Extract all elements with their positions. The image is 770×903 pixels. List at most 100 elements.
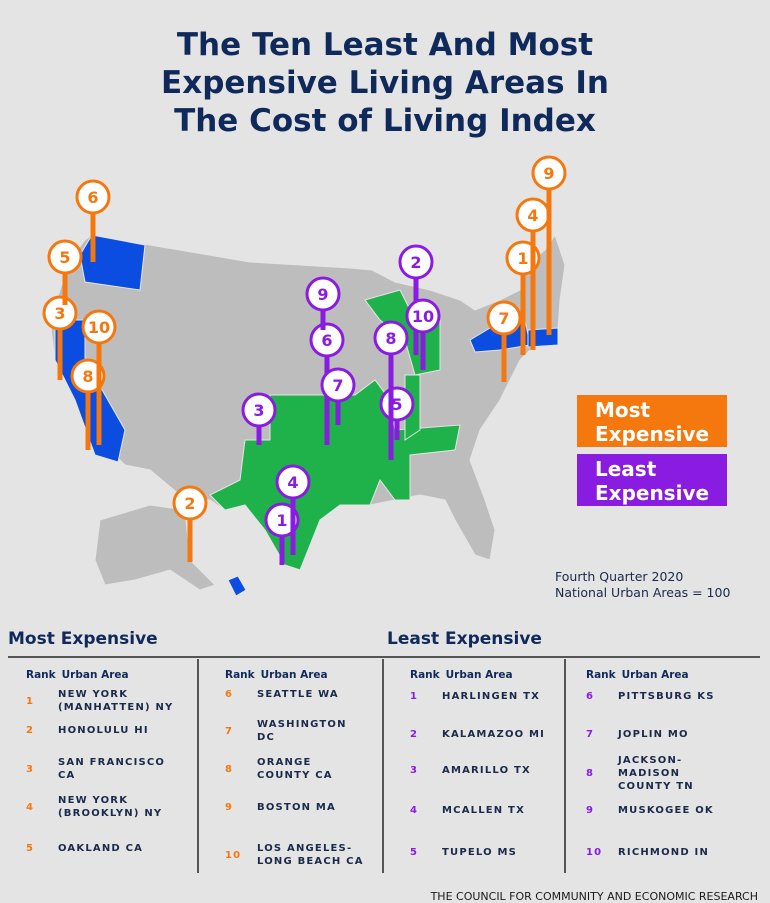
pin-stick [290, 482, 296, 555]
pin-label: 10 [88, 318, 110, 337]
urban-area-line: TUPELO MS [442, 847, 518, 858]
pin-stick [279, 520, 285, 565]
title-line: Expensive Living Areas In [161, 65, 609, 101]
urban-area: RICHMOND IN [618, 846, 709, 859]
pin-label: 9 [543, 164, 554, 183]
least-pin-3: 3 [241, 392, 277, 445]
pin-stick [520, 258, 526, 355]
pin-head [264, 502, 300, 538]
urban-area-line: SEATTLE WA [257, 689, 339, 700]
table-row: 7 JOPLIN MO [586, 728, 689, 741]
rank-number: 6 [225, 689, 234, 700]
pin-head [320, 367, 356, 403]
pin-label: 4 [287, 473, 298, 492]
urban-area: WASHINGTON DC [257, 718, 347, 744]
rank-header: Rank [225, 669, 255, 681]
urban-area: JACKSON- MADISON COUNTY TN [618, 754, 694, 793]
pin-label: 1 [276, 511, 287, 530]
most-pin-2: 2 [172, 485, 208, 562]
urban-area: TUPELO MS [442, 846, 517, 859]
pin-head [241, 392, 277, 428]
rank-number: 7 [225, 725, 234, 737]
most-pin-8: 8 [70, 358, 106, 450]
pin-stick [90, 197, 96, 262]
rank-number: 10 [586, 847, 603, 858]
pin-head [305, 276, 341, 312]
rank-number: 1 [26, 695, 35, 707]
table-row: 3 AMARILLO TX [410, 764, 531, 777]
pin-head [309, 322, 345, 358]
rank-number: 4 [26, 801, 35, 813]
urban-area-line: LOS ANGELES- [257, 843, 353, 854]
urban-area-line: HONOLULU HI [58, 725, 149, 736]
title-line: The Cost of Living Index [174, 103, 596, 139]
rank-number: 8 [586, 768, 595, 779]
least-pin-4: 4 [275, 464, 311, 555]
urban-area-line: PITTSBURG KS [618, 691, 715, 702]
pin-label: 2 [184, 494, 195, 513]
urban-area-line: OAKLAND CA [58, 843, 144, 854]
rank-number: 6 [586, 691, 595, 702]
table-row: 6 SEATTLE WA [225, 688, 339, 701]
pin-stick [57, 313, 63, 380]
least-pin-1: 1 [264, 502, 300, 565]
pin-stick [420, 316, 426, 370]
rank-number: 9 [586, 805, 595, 816]
most-column: Rank Urban Area 6 SEATTLE WA 7 WASHINGTON DC 8 O… [225, 669, 395, 867]
urban-area-line: MADISON [618, 768, 681, 779]
table-header: Rank Urban Area [225, 669, 395, 681]
urban-area: JOPLIN MO [618, 728, 689, 741]
urban-area-line: (MANHATTEN) NY [58, 702, 174, 713]
urban-area-line: (BROOKLYN) NY [58, 808, 163, 819]
pin-head [373, 320, 409, 356]
urban-area: AMARILLO TX [442, 764, 531, 777]
urban-area: HARLINGEN TX [442, 690, 540, 703]
rank-number: 2 [26, 725, 35, 736]
pin-head [486, 300, 522, 336]
table-row: 10 LOS ANGELES- LONG BEACH CA [225, 842, 364, 868]
legend-label: Expensive [595, 422, 710, 446]
legend-most-expensive: Most Expensive [577, 395, 727, 447]
table-row: 10 RICHMOND IN [586, 846, 709, 859]
table-row: 2 HONOLULU HI [26, 724, 149, 737]
rank-number: 9 [225, 802, 234, 813]
rank-number: 3 [410, 765, 419, 776]
most-pin-7: 7 [486, 300, 522, 382]
table-row: 9 BOSTON MA [225, 801, 336, 814]
table-row: 4 NEW YORK (BROOKLYN) NY [26, 794, 162, 820]
table-row: 2 KALAMAZOO MI [410, 728, 545, 741]
table-row: 5 TUPELO MS [410, 846, 517, 859]
urban-area: OAKLAND CA [58, 842, 143, 855]
pin-label: 5 [391, 395, 402, 414]
urban-area-line: CA [58, 770, 76, 781]
pin-label: 3 [253, 401, 264, 420]
urban-area: MUSKOGEE OK [618, 804, 714, 817]
most-pin-6: 6 [75, 179, 111, 262]
table-row: 8 JACKSON- MADISON COUNTY TN [586, 754, 694, 793]
table-row: 1 HARLINGEN TX [410, 690, 540, 703]
rank-header: Rank [410, 669, 440, 681]
rank-header: Rank [586, 669, 616, 681]
least-column: Rank Urban Area 1 HARLINGEN TX 2 KALAMAZOO MI… [410, 669, 580, 858]
least-pin-10: 10 [405, 298, 441, 370]
area-header: Urban Area [260, 669, 328, 681]
table-row: 9 MUSKOGEE OK [586, 804, 714, 817]
area-header: Urban Area [621, 669, 689, 681]
urban-area-line: KALAMAZOO MI [442, 729, 546, 740]
rank-number: 1 [410, 691, 419, 702]
table-row: 6 PITTSBURG KS [586, 690, 715, 703]
divider [197, 659, 199, 873]
table-row: 5 OAKLAND CA [26, 842, 143, 855]
most-pin-3: 3 [42, 295, 78, 380]
urban-area-line: NEW YORK [58, 689, 129, 700]
rank-number: 7 [586, 729, 595, 740]
pin-label: 10 [412, 307, 434, 326]
least-column: Rank Urban Area 6 PITTSBURG KS 7 JOPLIN MO 8 JA… [586, 669, 756, 858]
index-note: Fourth Quarter 2020 National Urban Areas… [555, 569, 730, 601]
table-header: Rank Urban Area [26, 669, 196, 681]
rank-number: 5 [26, 843, 35, 854]
pin-head [398, 244, 434, 280]
pin-label: 9 [317, 285, 328, 304]
urban-area-line: AMARILLO TX [442, 765, 531, 776]
urban-area: SAN FRANCISCO CA [58, 756, 165, 782]
